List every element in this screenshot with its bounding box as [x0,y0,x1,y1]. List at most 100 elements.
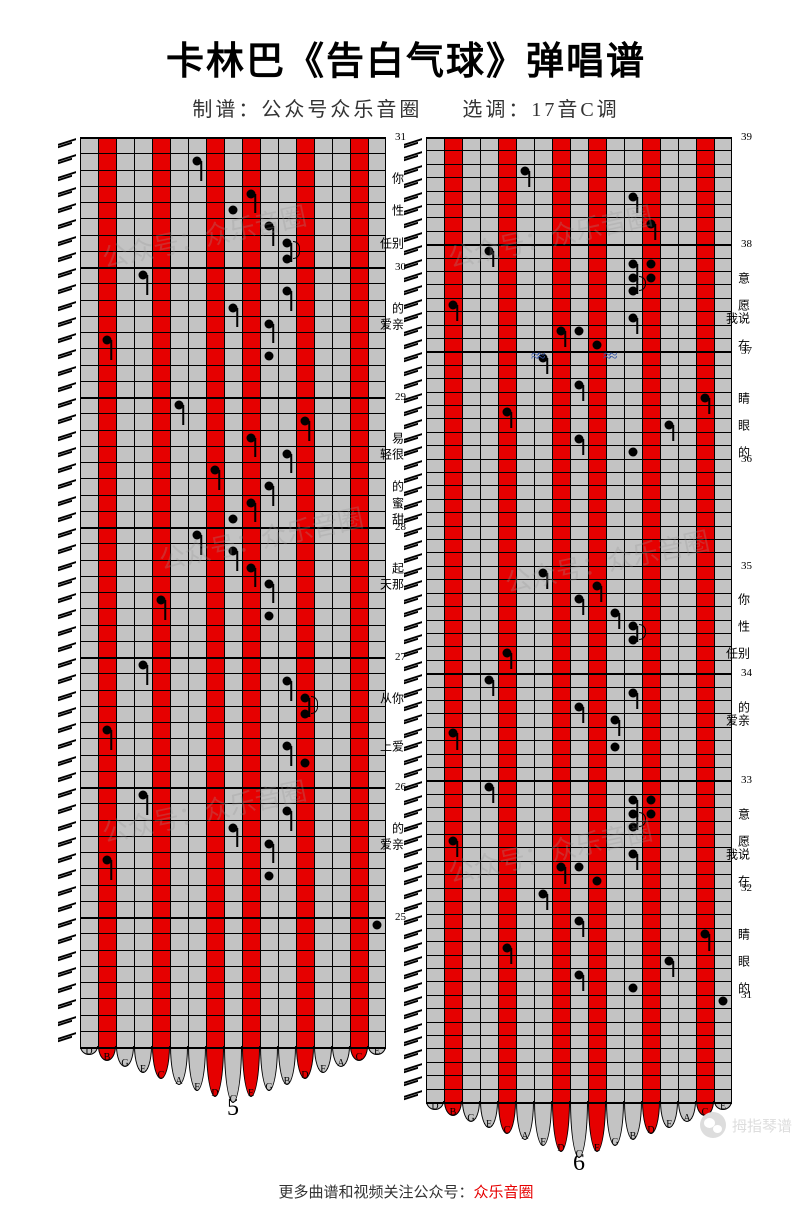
tine-letter: C [504,1125,511,1136]
lyric: 眼 [738,953,750,970]
note [283,254,292,263]
lyric: 爱亲 [726,712,750,729]
note [629,984,638,993]
note [611,742,620,751]
lyric: 睛 [738,390,750,407]
kalimba-chart-left: DBGECAFDCEGBDFACE31302928272625你性任别的爱亲易轻… [80,137,386,1047]
lyric: 意 [738,269,750,286]
tine-letter: C [230,1094,237,1105]
bar-number: 33 [741,774,752,786]
note [265,872,274,881]
wechat-badge: 拇指琴谱 [700,1112,792,1138]
note [373,921,382,930]
tine-letter: B [284,1076,291,1087]
note [301,758,310,767]
lyric: 甜 [392,510,404,527]
note [647,796,656,805]
wechat-name: 拇指琴谱 [732,1115,792,1136]
lyric: 你 [392,169,404,186]
lyric: 任别 [726,645,750,662]
lyric: 意 [738,805,750,822]
tine-letter: E [486,1119,492,1130]
lyric: 蜜 [392,494,404,511]
tine-letter: B [104,1052,111,1063]
note [229,206,238,215]
lyric: 易 [392,429,404,446]
note [629,823,638,832]
note [719,997,728,1006]
tine-letter: A [175,1076,182,1087]
note [229,514,238,523]
tine-letter: F [320,1064,326,1075]
lyric: 你 [738,591,750,608]
footer: 更多曲谱和视频关注公众号：众乐音圈 [0,1181,812,1202]
lyric: 任别 [380,234,404,251]
note [647,273,656,282]
wechat-icon [700,1112,726,1138]
tine-letter: D [301,1070,308,1081]
note [575,327,584,336]
tine-letter: E [248,1088,254,1099]
note [629,287,638,296]
note [647,260,656,269]
lyric: 我说 [726,846,750,863]
bar-number: 34 [741,667,752,679]
tine-letter: G [121,1058,128,1069]
lyric: 起 [392,559,404,576]
lyric: 性 [392,202,404,219]
lyric: 上爱 [380,738,404,755]
lyric: 性 [738,618,750,635]
bar-number: 38 [741,238,752,250]
tine-letter: G [265,1082,272,1093]
lyric: 的 [392,299,404,316]
note [629,635,638,644]
note [575,863,584,872]
tine-letter: E [594,1143,600,1154]
subtitle: 制谱：公众号众乐音圈 选调：17音C调 [0,93,812,122]
tine-letter: D [647,1125,654,1136]
note [301,709,310,718]
lyric: 的 [392,819,404,836]
tine-letter: C [158,1070,165,1081]
tine-letter: A [337,1058,344,1069]
note [647,809,656,818]
tine-letter: A [521,1131,528,1142]
lyric: 的 [738,443,750,460]
tine-letter: F [666,1119,672,1130]
tine-letter: G [467,1113,474,1124]
lyric: 睛 [738,926,750,943]
note [593,876,602,885]
tine-letter: A [683,1113,690,1124]
tine-letter: B [450,1107,457,1118]
footer-text: 更多曲谱和视频关注公众号： [278,1185,473,1201]
bar-number: 39 [741,131,752,143]
note [629,447,638,456]
tine-letter: D [211,1088,218,1099]
lyric: 的 [738,980,750,997]
tine-letter: B [630,1131,637,1142]
page-title: 卡林巴《告白气球》弹唱谱 [0,30,812,85]
lyric: 眼 [738,417,750,434]
lyric: 在 [738,872,750,889]
lyric: 的 [392,478,404,495]
lyric: 天那 [380,575,404,592]
note [265,352,274,361]
note [265,612,274,621]
tine-letter: C [356,1052,363,1063]
tine-letter: F [540,1137,546,1148]
tine-letter: E [140,1064,146,1075]
lyric: 爱亲 [380,835,404,852]
lyric: 我说 [726,309,750,326]
lyric: 在 [738,336,750,353]
bar-number: 35 [741,560,752,572]
footer-highlight: 众乐音圈 [474,1185,534,1201]
tine-letter: G [611,1137,618,1148]
lyric: 爱亲 [380,315,404,332]
lyric: 从你 [380,689,404,706]
kalimba-chart-right: DBGECAFDCEGBDFACE393837363534333231意愿我说在… [426,137,732,1102]
lyric: 轻很 [380,445,404,462]
tine-letter: C [576,1149,583,1160]
subtitle-left: 制谱：公众号众乐音圈 [192,99,422,121]
note [593,340,602,349]
tine-letter: D [557,1143,564,1154]
